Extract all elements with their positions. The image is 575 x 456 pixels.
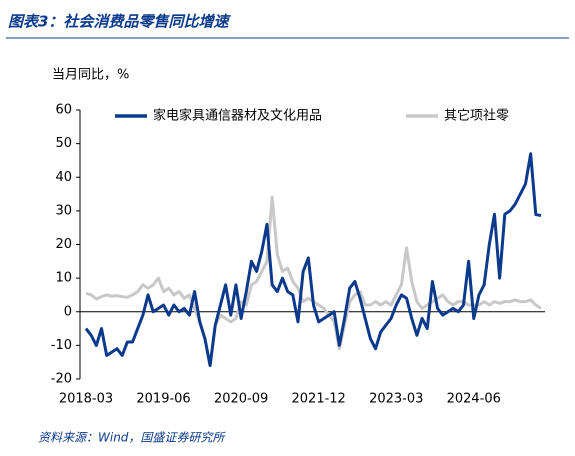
x-tick-label: 2018-03 [59,392,113,407]
chart-title: 图表3：社会消费品零售同比增速 [8,13,231,31]
series-line [85,195,542,368]
y-tick-label: 10 [55,271,72,286]
x-tick-label: 2019-06 [136,392,190,407]
y-tick-label: 20 [55,237,72,252]
y-axis-label: 当月同比，% [52,68,129,83]
series-line [84,152,542,368]
y-tick-label: -10 [51,338,72,353]
y-tick-label: 0 [64,304,72,319]
x-tick-label: 2024-06 [447,392,501,407]
x-tick-label: 2020-09 [214,392,268,407]
source-note: 资料来源：Wind，国盛证券研究所 [38,431,226,445]
y-tick-label: -20 [51,372,72,387]
x-tick-label: 2023-03 [369,392,423,407]
x-tick-label: 2021-12 [292,392,346,407]
y-tick-label: 60 [55,103,72,118]
legend-label: 其它项社零 [444,108,509,124]
y-tick-label: 50 [55,136,72,151]
y-tick-label: 30 [55,203,72,218]
y-tick-label: 40 [55,170,72,185]
legend-label: 家电家具通信器材及文化用品 [153,108,322,124]
